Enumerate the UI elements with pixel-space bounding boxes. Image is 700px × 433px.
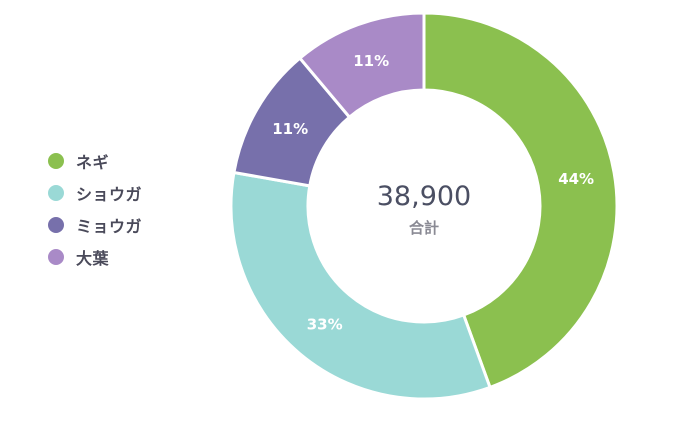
legend-item-shouga: ショウガ [48,182,142,204]
legend-swatch-ooba [48,249,64,265]
slice-label-ooba: 11% [353,52,389,70]
legend-swatch-myouga [48,217,64,233]
legend-item-myouga: ミョウガ [48,214,142,236]
legend-item-ooba: 大葉 [48,246,142,268]
legend-label-negi: ネギ [76,153,110,172]
slice-negi [422,11,619,390]
slice-shouga [229,170,492,401]
legend-swatch-shouga [48,185,64,201]
slice-label-negi: 44% [558,170,594,188]
slice-labels-group: 44% 33% 11% 11% [272,52,594,334]
slices-group [229,11,619,401]
slice-label-shouga: 33% [307,315,343,333]
legend-swatch-negi [48,153,64,169]
legend-label-ooba: 大葉 [76,249,110,268]
legend-label-shouga: ショウガ [76,185,143,204]
legend: ネギ ショウガ ミョウガ 大葉 [48,150,142,268]
legend-item-negi: ネギ [48,150,142,172]
slice-label-myouga: 11% [272,120,308,138]
legend-label-myouga: ミョウガ [76,217,143,236]
total-caption: 合計 [408,219,439,237]
total-value: 38,900 [377,181,471,212]
slice-ooba [297,11,426,120]
